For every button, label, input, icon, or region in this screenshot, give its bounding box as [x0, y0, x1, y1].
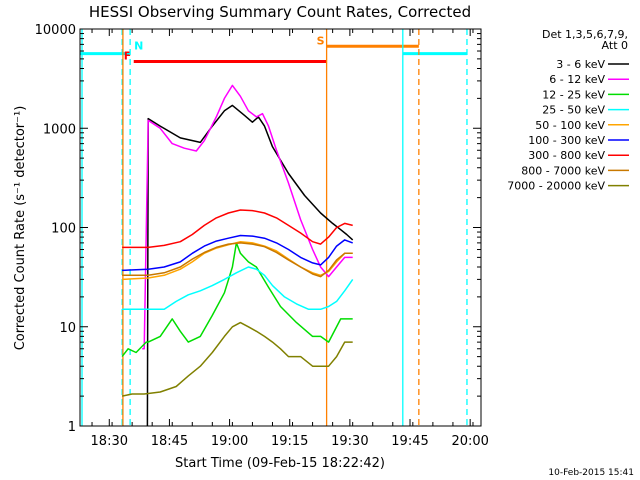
x-tick-label: 19:45 [391, 434, 428, 449]
series-line [121, 242, 353, 358]
series-lines [121, 84, 354, 427]
footer-timestamp: 10-Feb-2015 15:41 [548, 468, 634, 478]
series-line [142, 84, 353, 350]
legend-item-label: 100 - 300 keV [528, 134, 605, 147]
legend-item-label: 25 - 50 keV [542, 104, 605, 117]
series-line [122, 209, 353, 249]
y-axis: 1 10 100 1000 10000 [35, 23, 481, 435]
legend-item-label: 7000 - 20000 keV [507, 180, 605, 193]
x-tick-label: 19:00 [211, 434, 248, 449]
y-axis-label: Corrected Count Rate (s⁻¹ detector⁻¹) [13, 106, 28, 351]
legend-title: Att 0 [602, 39, 628, 52]
flag-label: S [317, 34, 325, 47]
flag-label: N [134, 40, 143, 53]
series-line [122, 242, 353, 278]
x-tick-label: 19:15 [271, 434, 308, 449]
y-tick-label: 100 [51, 222, 76, 237]
legend: Det 1,3,5,6,7,9,Att 0 3 - 6 keV 6 - 12 keV… [507, 28, 629, 193]
legend-item-label: 12 - 25 keV [542, 88, 605, 101]
legend-item-label: 3 - 6 keV [556, 58, 605, 71]
legend-title: Det 1,3,5,6,7,9, [542, 28, 628, 41]
x-tick-label: 20:00 [451, 434, 488, 449]
attenuator-flags: NF S [80, 34, 467, 64]
legend-item-label: 800 - 7000 keV [521, 164, 605, 177]
y-tick-label: 1000 [43, 122, 76, 137]
series-line [122, 266, 354, 311]
x-tick-label: 18:30 [91, 434, 128, 449]
x-axis: 18:30 18:45 19:00 19:15 19:30 19:45 20:00 [91, 29, 489, 449]
x-tick-label: 18:45 [151, 434, 188, 449]
x-tick-label: 19:30 [331, 434, 368, 449]
series-line [121, 321, 353, 397]
legend-item-label: 300 - 800 keV [528, 149, 605, 162]
legend-item-label: 6 - 12 keV [549, 73, 605, 86]
series-line [122, 234, 353, 272]
plot-frame [79, 28, 482, 427]
x-axis-label: Start Time (09-Feb-15 18:22:42) [175, 456, 385, 471]
y-tick-label: 10 [59, 321, 76, 336]
chart-title: HESSI Observing Summary Count Rates, Cor… [89, 3, 471, 21]
vertical-markers [81, 29, 468, 426]
series-line [146, 104, 354, 427]
flag-label: F [124, 50, 132, 63]
y-tick-label: 10000 [35, 23, 76, 38]
y-tick-label: 1 [68, 420, 76, 435]
legend-item-label: 50 - 100 keV [535, 119, 605, 132]
